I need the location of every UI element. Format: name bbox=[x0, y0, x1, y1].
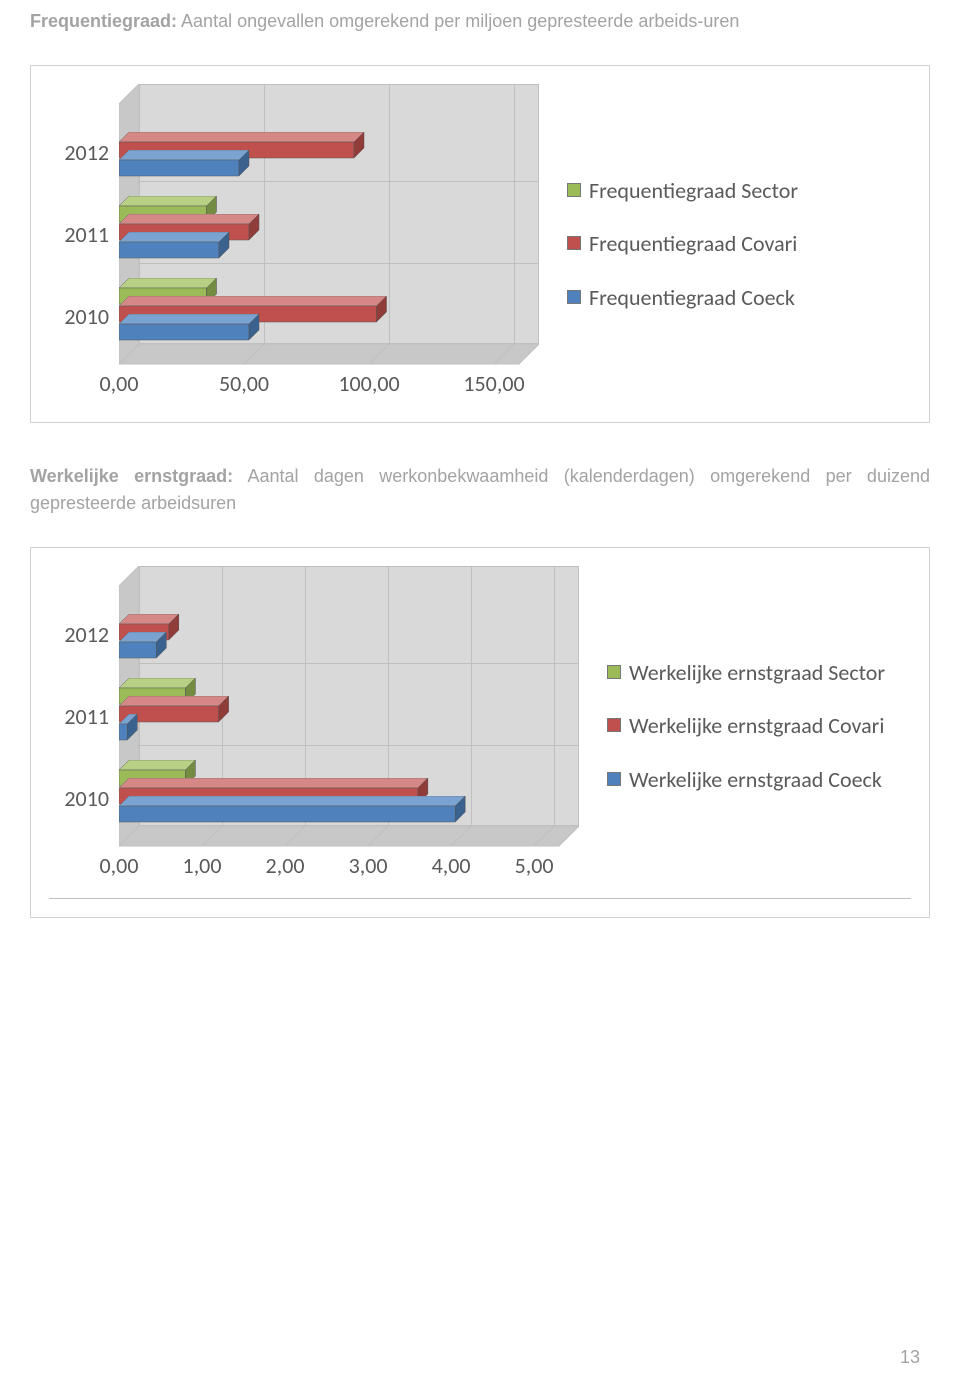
caption-1-bold: Frequentiegraad: bbox=[30, 11, 177, 31]
y-category-label: 2010 bbox=[49, 785, 109, 812]
legend-label: Werkelijke ernstgraad Covari bbox=[629, 713, 884, 738]
legend-item: Frequentiegraad Sector bbox=[567, 178, 911, 203]
legend-item: Werkelijke ernstgraad Covari bbox=[607, 713, 911, 738]
chart-2-divider bbox=[49, 898, 911, 899]
x-tick-label: 0,00 bbox=[100, 370, 139, 397]
legend-item: Frequentiegraad Covari bbox=[567, 231, 911, 256]
chart-2-legend: Werkelijke ernstgraad Sector Werkelijke e… bbox=[589, 566, 911, 886]
x-tick-label: 3,00 bbox=[349, 852, 388, 879]
y-category-label: 2012 bbox=[49, 139, 109, 166]
legend-label: Werkelijke ernstgraad Sector bbox=[629, 660, 885, 685]
bar bbox=[119, 232, 231, 260]
legend-item: Frequentiegraad Coeck bbox=[567, 285, 911, 310]
page-number: 13 bbox=[900, 1347, 920, 1368]
x-tick-label: 1,00 bbox=[183, 852, 222, 879]
legend-swatch bbox=[607, 665, 621, 679]
x-tick-label: 150,00 bbox=[463, 370, 524, 397]
legend-label: Werkelijke ernstgraad Coeck bbox=[629, 767, 882, 792]
y-category-label: 2011 bbox=[49, 221, 109, 248]
x-tick-label: 4,00 bbox=[432, 852, 471, 879]
legend-item: Werkelijke ernstgraad Sector bbox=[607, 660, 911, 685]
x-tick-label: 5,00 bbox=[515, 852, 554, 879]
x-tick-label: 50,00 bbox=[219, 370, 269, 397]
legend-swatch bbox=[567, 290, 581, 304]
legend-item: Werkelijke ernstgraad Coeck bbox=[607, 767, 911, 792]
legend-label: Frequentiegraad Coeck bbox=[589, 285, 795, 310]
x-tick-label: 2,00 bbox=[266, 852, 305, 879]
legend-swatch bbox=[567, 236, 581, 250]
legend-swatch bbox=[567, 183, 581, 197]
y-category-label: 2012 bbox=[49, 621, 109, 648]
x-tick-label: 100,00 bbox=[338, 370, 399, 397]
bar bbox=[119, 796, 467, 824]
bar bbox=[119, 150, 251, 178]
caption-2-bold: Werkelijke ernstgraad: bbox=[30, 466, 233, 486]
caption-1: Frequentiegraad: Aantal ongevallen omger… bbox=[30, 8, 930, 35]
caption-2: Werkelijke ernstgraad: Aantal dagen werk… bbox=[30, 463, 930, 517]
y-category-label: 2010 bbox=[49, 303, 109, 330]
bar bbox=[119, 314, 261, 342]
caption-1-rest: Aantal ongevallen omgerekend per miljoen… bbox=[177, 11, 739, 31]
chart-2-frame: 0,00 1,00 2,00 3,00 4,00 5,00 2012 2011 2010 Wer… bbox=[30, 547, 930, 918]
chart-1-legend: Frequentiegraad Sector Frequentiegraad Co… bbox=[549, 84, 911, 404]
x-tick-label: 0,00 bbox=[100, 852, 139, 879]
legend-label: Frequentiegraad Sector bbox=[589, 178, 798, 203]
y-category-label: 2011 bbox=[49, 703, 109, 730]
bar bbox=[119, 714, 139, 742]
chart-2-plot: 0,00 1,00 2,00 3,00 4,00 5,00 2012 2011 2010 bbox=[49, 566, 589, 886]
legend-swatch bbox=[607, 718, 621, 732]
legend-label: Frequentiegraad Covari bbox=[589, 231, 797, 256]
bar bbox=[119, 632, 168, 660]
chart-1-frame: 0,00 50,00 100,00 150,00 2012 2011 2010 Freque… bbox=[30, 65, 930, 423]
chart-1-plot: 0,00 50,00 100,00 150,00 2012 2011 2010 bbox=[49, 84, 549, 404]
legend-swatch bbox=[607, 772, 621, 786]
